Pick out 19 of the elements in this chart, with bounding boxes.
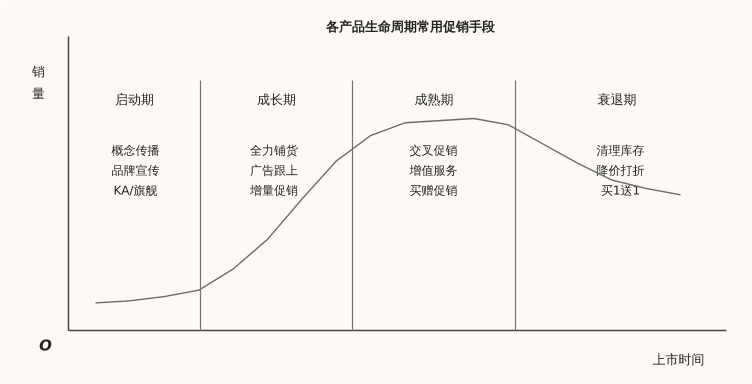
annotation: KA/旗舰 — [114, 184, 158, 198]
annotation: 交叉促销 — [410, 144, 458, 158]
text: 成熟期 — [414, 93, 454, 108]
annotation: 增值服务 — [408, 164, 458, 178]
text: O — [39, 336, 52, 354]
annotation: 品牌宣传 — [112, 164, 160, 178]
text: 启动期 — [115, 92, 154, 108]
annotation: 清理库存 — [596, 144, 644, 158]
text: 成长期 — [257, 93, 296, 108]
annotation: 降价打折 — [596, 164, 644, 178]
chart-title: 各产品生命周期常用促销手段 — [325, 19, 496, 35]
y-axis-title: 销量 — [31, 65, 45, 102]
text: 衰退期 — [598, 92, 636, 108]
annotation: 买赠促销 — [410, 184, 458, 198]
annotation: 广告跟上 — [250, 164, 298, 178]
annotation: 增量促销 — [249, 184, 298, 198]
annotation: 全力铺货 — [250, 144, 298, 158]
x-axis-title: 上市时间 — [652, 353, 704, 368]
annotation: 概念传播 — [112, 144, 160, 158]
